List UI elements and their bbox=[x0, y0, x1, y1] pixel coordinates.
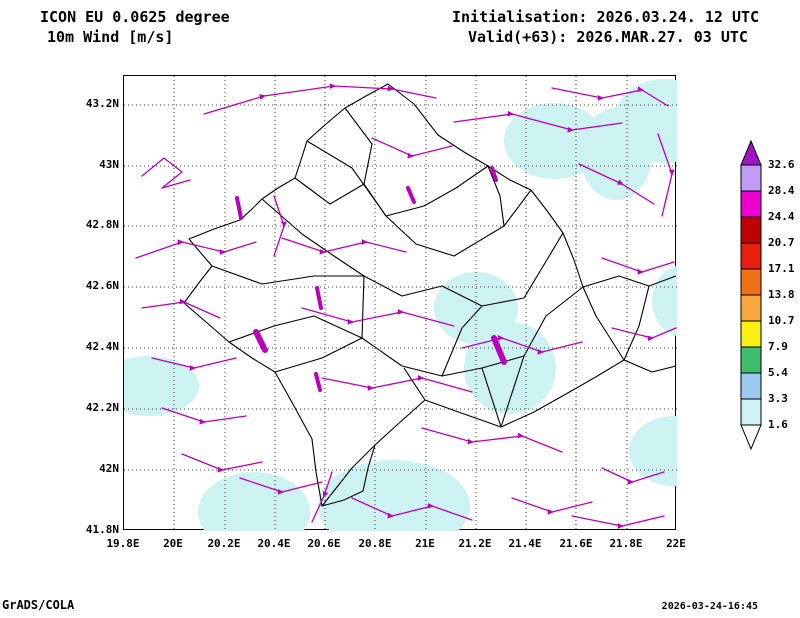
x-tick-label: 21.4E bbox=[508, 537, 542, 550]
colorbar-label: 28.4 bbox=[768, 184, 795, 197]
colorbar-band bbox=[740, 398, 762, 426]
colorbar-bottom-triangle bbox=[740, 424, 762, 451]
colorbar-band bbox=[740, 346, 762, 374]
y-tick-label: 42.2N bbox=[85, 401, 119, 414]
map-plot-area bbox=[123, 75, 677, 531]
colorbar-label: 24.4 bbox=[768, 210, 795, 223]
colorbar-label: 5.4 bbox=[768, 366, 788, 379]
map-canvas bbox=[124, 76, 677, 531]
valid-time: Valid(+63): 2026.MAR.27. 03 UTC bbox=[468, 28, 748, 46]
x-tick-label: 22E bbox=[666, 537, 686, 550]
x-tick-label: 19.8E bbox=[106, 537, 140, 550]
x-tick-label: 20.6E bbox=[307, 537, 341, 550]
model-title: ICON EU 0.0625 degree bbox=[40, 8, 230, 26]
country-outline bbox=[183, 83, 625, 507]
shaded-wind-regions bbox=[124, 79, 677, 531]
colorbar-label: 7.9 bbox=[768, 340, 788, 353]
colorbar-band bbox=[740, 242, 762, 270]
colorbar-label: 17.1 bbox=[768, 262, 795, 275]
colorbar-band bbox=[740, 216, 762, 244]
wind-streamlines bbox=[135, 83, 677, 529]
x-tick-label: 20.4E bbox=[257, 537, 291, 550]
field-title: 10m Wind [m/s] bbox=[47, 28, 174, 46]
colorbar-band bbox=[740, 268, 762, 296]
x-tick-label: 21E bbox=[415, 537, 435, 550]
x-tick-label: 20.8E bbox=[358, 537, 392, 550]
colorbar-band bbox=[740, 372, 762, 400]
y-tick-label: 43N bbox=[99, 158, 119, 171]
colorbar-scale bbox=[740, 139, 762, 451]
initialisation-time: Initialisation: 2026.03.24. 12 UTC bbox=[452, 8, 760, 26]
colorbar: 32.6 28.4 24.4 20.7 17.1 13.8 10.7 7.9 5… bbox=[740, 139, 800, 452]
colorbar-band bbox=[740, 190, 762, 218]
colorbar-band bbox=[740, 320, 762, 348]
colorbar-band bbox=[740, 294, 762, 322]
colorbar-label: 1.6 bbox=[768, 418, 788, 431]
y-tick-label: 41.8N bbox=[85, 523, 119, 536]
colorbar-label: 32.6 bbox=[768, 158, 795, 171]
colorbar-label: 20.7 bbox=[768, 236, 795, 249]
colorbar-label: 13.8 bbox=[768, 288, 795, 301]
x-tick-label: 20.2E bbox=[207, 537, 241, 550]
y-tick-label: 42N bbox=[99, 462, 119, 475]
y-tick-label: 42.4N bbox=[85, 340, 119, 353]
x-tick-label: 21.8E bbox=[609, 537, 643, 550]
y-tick-label: 43.2N bbox=[85, 97, 119, 110]
y-tick-label: 42.8N bbox=[85, 218, 119, 231]
x-tick-label: 21.2E bbox=[458, 537, 492, 550]
x-tick-label: 21.6E bbox=[559, 537, 593, 550]
x-tick-label: 20E bbox=[163, 537, 183, 550]
colorbar-band bbox=[740, 164, 762, 192]
colorbar-label: 10.7 bbox=[768, 314, 795, 327]
generation-timestamp: 2026-03-24-16:45 bbox=[661, 601, 758, 612]
colorbar-top-triangle bbox=[740, 139, 762, 166]
colorbar-label: 3.3 bbox=[768, 392, 788, 405]
grads-credit: GrADS/COLA bbox=[2, 598, 75, 612]
y-tick-label: 42.6N bbox=[85, 279, 119, 292]
